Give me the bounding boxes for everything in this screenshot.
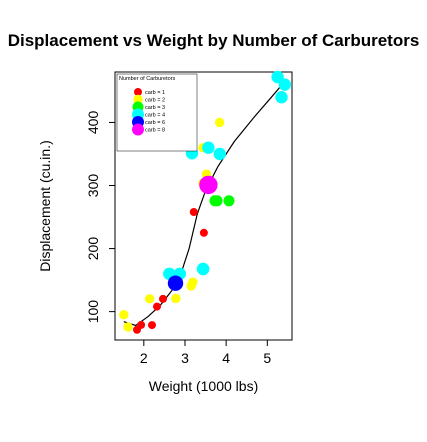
plot-frame (114, 71, 293, 341)
data-point-carb-1 (133, 325, 141, 334)
x-tick-label: 3 (181, 350, 189, 366)
legend-label: carb = 6 (145, 120, 165, 126)
x-tick-label: 2 (140, 350, 148, 366)
legend-label: carb = 4 (145, 113, 165, 119)
data-point-carb-8 (199, 175, 218, 195)
data-point-carb-4 (278, 78, 291, 91)
data-point-carb-2 (144, 294, 155, 304)
data-point-carb-2 (119, 310, 129, 320)
y-tick-label: 400 (85, 111, 101, 135)
data-point-carb-4 (196, 262, 210, 276)
data-point-carb-4 (213, 147, 226, 161)
smooth-trend-line (123, 81, 286, 327)
legend-marker (134, 88, 142, 96)
data-point-carb-2 (214, 117, 225, 128)
y-axis-label: Displacement (cu.in.) (37, 140, 53, 272)
x-tick-label: 5 (263, 350, 271, 366)
data-point-carb-1 (153, 302, 161, 311)
data-point-carb-4 (275, 91, 288, 104)
data-point-carb-4 (202, 141, 215, 154)
x-tick-label: 4 (222, 350, 230, 366)
y-tick-label: 300 (85, 174, 101, 198)
y-tick-label: 200 (85, 237, 101, 261)
y-axis: 100 200 300 400 (85, 111, 115, 324)
chart-title: Displacement vs Weight by Number of Carb… (8, 31, 420, 50)
points-group (119, 70, 291, 334)
data-point-carb-1 (148, 321, 156, 330)
legend-label: carb = 8 (145, 128, 165, 134)
x-axis-label: Weight (1000 lbs) (149, 378, 258, 394)
smooth-line-group (123, 81, 286, 327)
legend-label: carb = 2 (145, 98, 165, 104)
legend-marker (133, 94, 143, 105)
legend-label: carb = 1 (145, 90, 165, 96)
legend-box (116, 73, 198, 152)
x-axis: 2 3 4 5 (140, 340, 271, 366)
legend-marker (132, 123, 144, 136)
data-point-carb-6 (167, 275, 184, 291)
data-point-carb-2 (186, 281, 196, 291)
data-point-carb-2 (171, 293, 181, 304)
data-point-carb-2 (123, 322, 133, 332)
y-tick-label: 100 (85, 300, 101, 324)
data-point-carb-3 (223, 195, 235, 207)
data-point-carb-1 (199, 228, 208, 237)
data-point-carb-3 (211, 195, 223, 207)
legend-label: carb = 3 (145, 105, 165, 111)
legend-title: Number of Carburetors (119, 76, 175, 82)
data-point-carb-1 (189, 208, 198, 216)
data-point-carb-1 (159, 294, 167, 303)
